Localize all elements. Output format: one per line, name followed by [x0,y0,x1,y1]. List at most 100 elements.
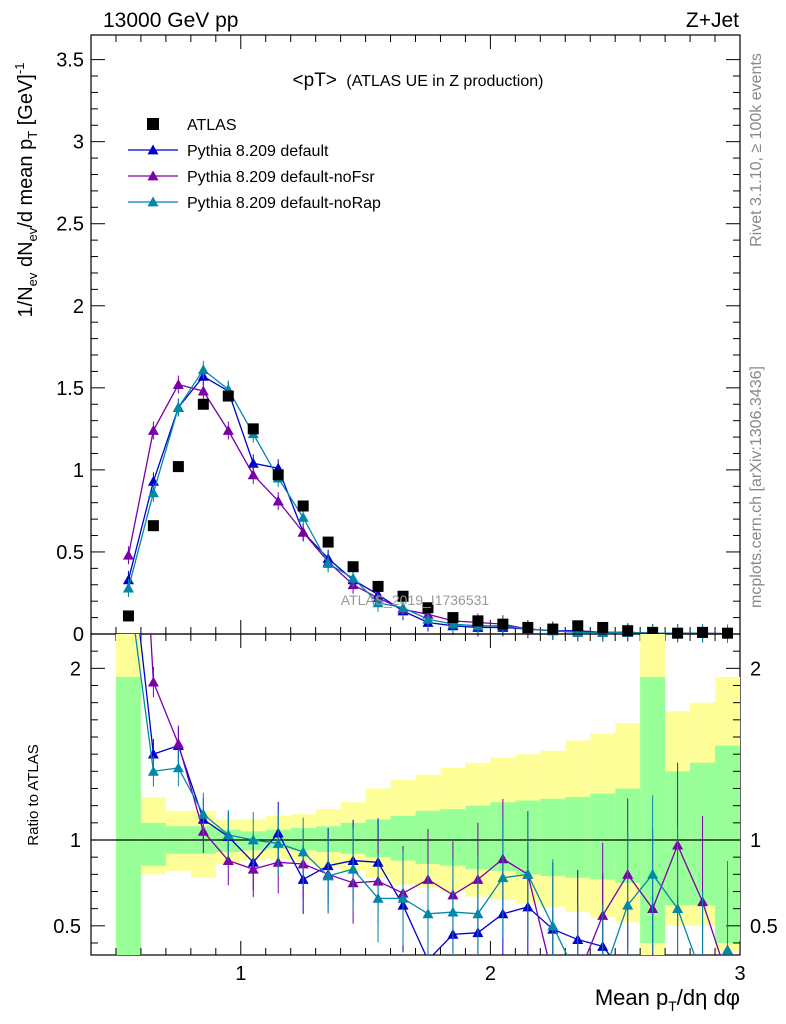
main-series-point [172,402,184,412]
main-y-tick-label: 2.5 [56,214,84,236]
atlas-data-point [547,623,559,635]
ratio-series-point [272,837,284,848]
atlas-data-point [397,590,409,602]
ratio-y-tick-label: 0.5 [53,916,81,938]
atlas-data-point [172,461,184,473]
ratio-series-point [622,899,634,910]
atlas-data-point [122,610,134,622]
main-series-point [147,425,159,435]
main-series-point [147,487,159,498]
main-plot: 0 0.5 1 1.5 2 2.5 3 3.5 [56,35,741,648]
rivet-label: Rivet 3.1.10, ≥ 100k events [748,53,765,247]
ratio-series-point [222,855,234,865]
ratio-series-point [697,972,708,982]
ratio-series-point [297,846,309,857]
ratio-series-point [222,829,234,840]
atlas-data-point [472,615,484,627]
x-tick-label: 1 [235,963,246,985]
atlas-data-point [222,390,234,402]
ratio-series-point [372,892,384,903]
ratio-series-point [572,972,583,982]
atlas-data-point [197,398,209,410]
legend: ATLAS Pythia 8.209 default Pythia 8.209 de… [128,117,381,212]
process-label: Z+Jet [686,9,739,32]
ratio-series-point [322,870,334,881]
band-green-bin [115,676,141,955]
ratio-series-point [472,908,484,919]
ratio-plot: 1 2 3 0.5 0.5 1 1 2 2 [53,633,778,985]
main-series-point [447,618,459,629]
main-y-tick-label: 3 [73,132,84,154]
legend-marker [147,144,159,155]
main-series-point [297,511,309,522]
ratio-series-point [397,892,409,903]
atlas-data-point [522,621,534,633]
atlas-data-point [672,627,684,639]
legend-marker [147,196,159,207]
atlas-data-point [447,612,459,624]
atlas-data-point [697,626,709,638]
ratio-y-axis-label: Ratio to ATLAS [25,744,42,845]
ratio-y-tick-label: 2 [70,658,81,680]
main-series-point [197,385,209,396]
ratio-y-tick-label-right: 0.5 [750,916,778,938]
atlas-data-point [347,561,359,573]
main-series-point [322,557,334,568]
main-series-point [397,602,409,613]
ratio-series-point [197,808,209,819]
ratio-series-point [147,676,159,687]
ratio-series-point [547,920,559,931]
title-main: <pT> [293,70,337,91]
atlas-data-point [372,580,384,592]
ratio-y-tick-label: 1 [70,830,81,852]
ratio-series-point [172,762,184,773]
ratio-series-point [647,868,659,879]
mcplots-label: mcplots.cern.ch [arXiv:1306.3436] [748,366,765,608]
watermark: ATLAS_2019_I1736531 [341,592,490,608]
ratio-series-point [497,872,509,883]
atlas-data-point [297,500,309,512]
main-series-point [297,526,309,537]
atlas-data-point [272,469,284,481]
legend-label: Pythia 8.209 default-noFsr [187,169,375,186]
ratio-series-point [547,972,558,982]
ratio-series-point [622,972,633,982]
main-series-point [247,469,259,480]
main-series-point [122,582,134,593]
ratio-series-point [247,863,259,874]
atlas-data-point [147,520,159,532]
atlas-data-point [597,621,609,633]
ratio-series-group [134,634,734,982]
ratio-series-point [147,765,159,776]
band-green-bin [140,822,166,866]
ratio-series-point [672,903,684,914]
ratio-series-point [722,944,734,955]
main-y-tick-label: 0 [73,624,84,646]
main-y-tick-label: 3.5 [56,50,84,72]
atlas-data-point [497,618,509,630]
main-y-tick-label: 2 [73,296,84,318]
ratio-series-point [647,972,658,982]
atlas-data-point [722,627,734,639]
ratio-y-tick-label-right: 1 [750,830,761,852]
main-y-axis-label: 1/Nev dNev/d mean pT [GeV]-1 [12,63,40,318]
legend-label: Pythia 8.209 default [187,143,329,160]
legend-label: ATLAS [187,117,237,134]
atlas-data-point [572,620,584,632]
legend-label: Pythia 8.209 default-noRap [187,195,381,212]
energy-label: 13000 GeV pp [103,9,238,32]
legend-marker [147,170,159,181]
ratio-series-point [147,748,159,759]
main-series-point [422,613,434,624]
x-tick-label: 2 [485,963,496,985]
main-series-point [122,549,134,560]
ratio-series-point [722,972,733,982]
main-y-tick-label: 1 [73,460,84,482]
ratio-series-point [722,972,733,982]
title-sub: (ATLAS UE in Z production) [346,73,543,90]
main-series-point [172,379,184,389]
ratio-series-point [247,834,259,845]
x-tick-label: 3 [734,963,745,985]
main-y-tick-label: 0.5 [56,542,84,564]
